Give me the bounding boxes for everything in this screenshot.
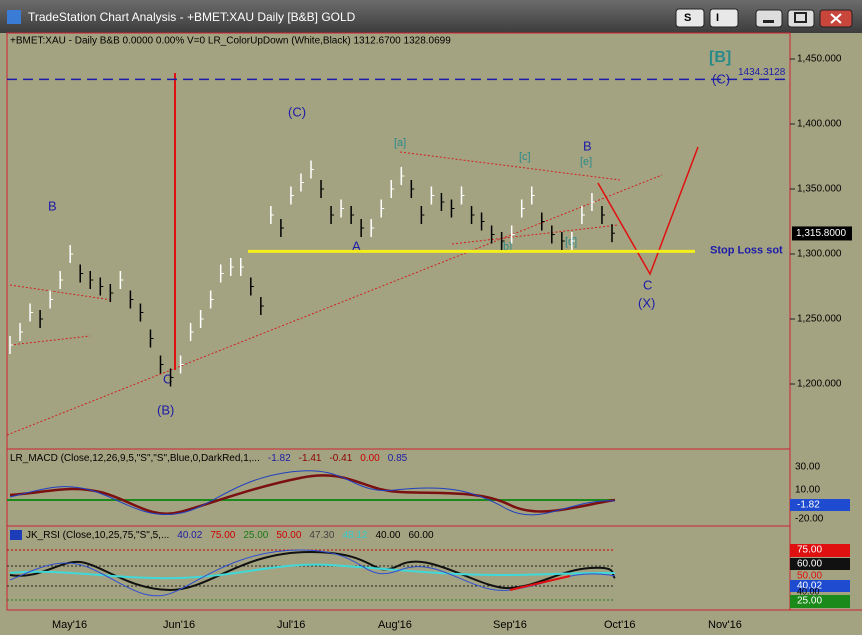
minimize-button[interactable]	[755, 9, 783, 28]
rsi-tag	[790, 580, 850, 592]
rsi-axis-label: 50.00	[797, 571, 822, 582]
wave-label: [B]	[709, 49, 731, 66]
wave-label: B	[48, 198, 57, 213]
y-tick-label: 1,350.000	[797, 184, 842, 195]
target-label: 1434.3128	[738, 67, 786, 78]
wave-label: [e]	[580, 156, 592, 168]
trendline	[9, 284, 113, 301]
macd-axis-label: 30.00	[795, 462, 820, 473]
rsi-fast	[9, 549, 616, 597]
wave-label: (C)	[712, 71, 730, 86]
wave-label: (B)	[157, 402, 174, 417]
rsi-axis-label: 40.00	[797, 586, 820, 596]
macd-axis-label: -20.00	[795, 514, 824, 525]
x-axis-label: May'16	[52, 619, 87, 631]
rsi-axis-label: 60.00	[797, 559, 822, 570]
s-button[interactable]	[675, 8, 705, 28]
y-tick-label: 1,400.000	[797, 119, 842, 130]
x-axis-label: Aug'16	[378, 619, 412, 631]
rsi-axis-label: 40.02	[797, 581, 822, 592]
i-button-label[interactable]: I	[716, 12, 719, 24]
rsi-tag	[790, 558, 850, 570]
y-tick-label: 1,300.000	[797, 249, 842, 260]
macd-line	[9, 470, 616, 516]
macd-axis-label: 10.00	[795, 485, 820, 496]
wave-label: A	[352, 238, 361, 253]
x-axis-label: Jul'16	[277, 619, 305, 631]
trendline	[6, 174, 663, 436]
wave-label: C	[643, 277, 652, 292]
window-title: TradeStation Chart Analysis - +BMET:XAU …	[28, 10, 356, 24]
projection-path	[597, 146, 699, 276]
rsi-tag	[790, 544, 850, 557]
rsi-trendline	[509, 575, 571, 591]
close-icon	[830, 13, 842, 24]
rsi-tag	[790, 595, 850, 608]
last-price-label: 1,315.8000	[796, 228, 846, 239]
i-button[interactable]	[709, 8, 739, 28]
x-axis-label: Sep'16	[493, 619, 527, 631]
x-axis-label: Nov'16	[708, 619, 742, 631]
wave-label: (X)	[638, 295, 655, 310]
rsi-axis-label: 75.00	[797, 545, 822, 556]
macd-signal	[9, 474, 616, 515]
app-icon	[7, 10, 21, 24]
trendline	[9, 335, 91, 346]
trendline	[399, 151, 621, 181]
macd-axis-label: -1.82	[797, 500, 820, 511]
x-axis-label: Oct'16	[604, 619, 635, 631]
wave-label: C	[163, 371, 172, 386]
price-header: +BMET:XAU - Daily B&B 0.0000 0.00% V=0 L…	[10, 36, 451, 47]
wave-label: B	[583, 138, 592, 153]
macd-value-tag	[790, 499, 850, 511]
y-tick-label: 1,200.000	[797, 379, 842, 390]
wave-label: [c]	[519, 151, 531, 163]
rsi-header: JK_RSI (Close,10,25,75,"S",5,... 40.02 75.…	[26, 530, 434, 541]
x-axis-label: Jun'16	[163, 619, 195, 631]
last-price-tag	[792, 226, 852, 241]
s-button-label[interactable]: S	[684, 12, 691, 24]
rsi-icon	[10, 530, 22, 540]
y-tick-label: 1,450.000	[797, 54, 842, 65]
y-tick-label: 1,250.000	[797, 314, 842, 325]
wave-label: (C)	[288, 104, 306, 119]
rsi-average	[9, 563, 616, 580]
maximize-icon	[794, 12, 807, 23]
stop-label: Stop Loss sot	[710, 244, 783, 256]
minimize-icon	[763, 20, 774, 23]
macd-header: LR_MACD (Close,12,26,9,5,"S","S",Blue,0,…	[10, 453, 408, 464]
rsi-axis-label: 25.00	[797, 596, 822, 607]
wave-label: [a]	[394, 137, 406, 149]
